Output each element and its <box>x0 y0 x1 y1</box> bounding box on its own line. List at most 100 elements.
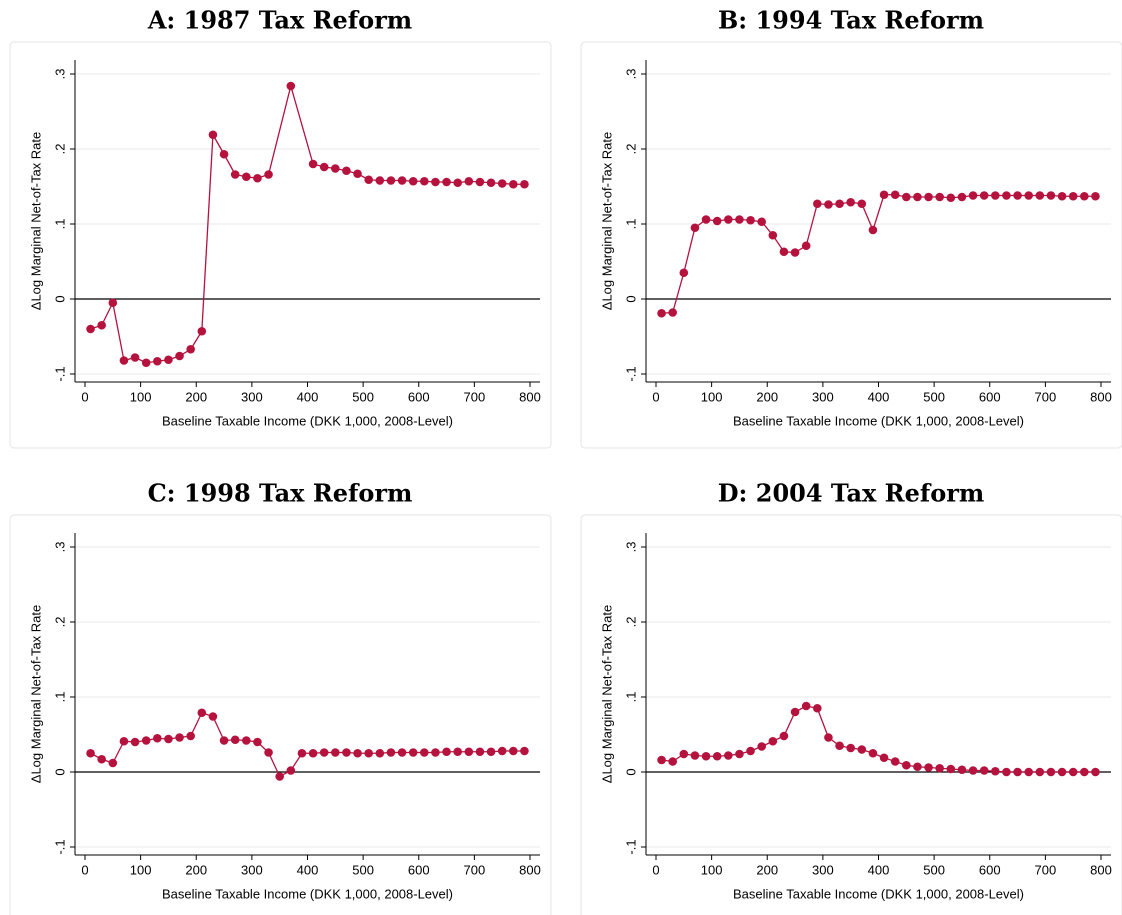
data-point <box>486 178 496 188</box>
data-point <box>286 81 296 91</box>
data-point <box>957 192 967 202</box>
y-tick-label: 0 <box>623 295 638 302</box>
data-point <box>386 748 396 757</box>
data-point <box>1080 191 1089 201</box>
data-point <box>475 747 485 757</box>
panel-frame <box>9 514 552 915</box>
panel-frame <box>580 41 1122 449</box>
data-point <box>375 748 385 758</box>
data-point <box>991 191 1000 200</box>
data-point <box>690 751 700 760</box>
panel-frame <box>9 41 552 449</box>
data-point <box>130 353 140 362</box>
data-point <box>219 149 229 159</box>
y-axis-title: ΔLog Marginal Net-of-Tax Rate <box>28 132 43 310</box>
data-point <box>208 130 218 140</box>
data-point <box>768 230 778 240</box>
data-point <box>442 747 451 757</box>
y-tick-label: .1 <box>623 219 638 230</box>
data-point <box>879 753 889 763</box>
x-tick-label: 100 <box>130 862 152 877</box>
data-point <box>968 191 978 200</box>
x-tick-label: 200 <box>756 389 778 404</box>
data-point <box>1024 191 1033 200</box>
x-tick-label: 500 <box>352 862 374 877</box>
x-tick-label: 200 <box>185 862 207 877</box>
data-point <box>297 748 307 758</box>
series-line <box>90 711 525 778</box>
data-point <box>520 179 529 189</box>
data-point <box>486 747 496 757</box>
x-tick-label: 800 <box>519 862 541 877</box>
data-point <box>824 733 833 742</box>
data-point <box>331 748 340 757</box>
data-point <box>979 191 989 200</box>
x-tick-label: 700 <box>1035 862 1057 877</box>
y-tick-label: .3 <box>52 69 67 80</box>
x-tick-label: 100 <box>701 862 723 877</box>
y-tick-label: .3 <box>623 542 638 553</box>
x-tick-label: 0 <box>81 389 88 404</box>
data-point <box>890 190 900 200</box>
data-point <box>768 736 778 746</box>
data-point <box>119 356 129 365</box>
data-point <box>757 742 766 751</box>
data-point <box>464 176 474 186</box>
data-point <box>264 748 273 757</box>
data-point <box>935 763 944 773</box>
data-point <box>397 176 407 185</box>
y-tick-label: .2 <box>623 144 638 155</box>
x-tick-label: 700 <box>464 389 486 404</box>
y-tick-label: .3 <box>623 69 638 80</box>
data-point <box>746 746 755 756</box>
data-point <box>175 351 184 361</box>
x-tick-label: 600 <box>408 862 430 877</box>
y-tick-label: .2 <box>623 617 638 628</box>
x-tick-label: 300 <box>241 389 263 404</box>
x-tick-label: 0 <box>652 389 659 404</box>
x-tick-label: 500 <box>923 389 945 404</box>
data-point <box>846 743 855 753</box>
data-point <box>846 197 855 207</box>
x-tick-label: 0 <box>652 862 659 877</box>
data-point <box>253 173 262 183</box>
y-tick-label: .1 <box>623 692 638 703</box>
data-point <box>801 241 811 251</box>
data-point <box>253 737 262 747</box>
data-point <box>679 268 689 278</box>
x-tick-label: 100 <box>701 389 723 404</box>
data-point <box>1002 191 1011 200</box>
data-point <box>108 758 118 768</box>
data-point <box>408 176 418 186</box>
data-point <box>509 746 518 756</box>
x-tick-label: 400 <box>868 862 890 877</box>
data-point <box>86 748 95 758</box>
data-point <box>342 748 351 757</box>
data-point <box>130 737 140 747</box>
data-point <box>319 748 329 757</box>
y-axis-title: ΔLog Marginal Net-of-Tax Rate <box>599 132 614 310</box>
x-tick-label: 400 <box>868 389 890 404</box>
data-point <box>902 760 911 770</box>
data-point <box>724 751 733 760</box>
panel: D: 2004 Tax Reform -.1 0 .1 .2 .3 0 100 200 300 40… <box>580 479 1122 915</box>
data-point <box>701 751 711 761</box>
data-point <box>1035 767 1045 777</box>
x-tick-label: 800 <box>519 389 541 404</box>
data-point <box>308 748 318 758</box>
y-tick-label: 0 <box>623 768 638 775</box>
y-tick-label: -.1 <box>623 839 638 854</box>
x-tick-label: 400 <box>297 862 319 877</box>
data-point <box>868 225 878 235</box>
data-point <box>453 747 462 757</box>
x-tick-label: 600 <box>408 389 430 404</box>
data-point <box>724 215 733 224</box>
data-point <box>968 766 978 775</box>
x-tick-label: 500 <box>352 389 374 404</box>
data-point <box>1035 191 1045 200</box>
panel-title: A: 1987 Tax Reform <box>147 6 412 35</box>
data-point <box>1024 767 1033 777</box>
data-point <box>879 190 889 200</box>
data-point <box>353 748 362 758</box>
